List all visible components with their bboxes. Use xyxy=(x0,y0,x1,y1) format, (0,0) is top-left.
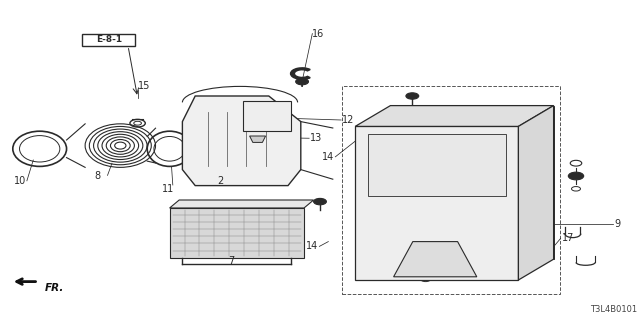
Text: 11: 11 xyxy=(162,184,175,194)
Text: 15: 15 xyxy=(138,81,150,92)
Polygon shape xyxy=(355,106,554,126)
Text: 8: 8 xyxy=(94,171,100,181)
Text: 2: 2 xyxy=(218,176,224,186)
Polygon shape xyxy=(394,242,477,277)
Polygon shape xyxy=(355,126,518,280)
Polygon shape xyxy=(518,106,554,280)
Text: 5: 5 xyxy=(360,256,366,266)
Text: 3: 3 xyxy=(498,195,504,205)
Circle shape xyxy=(383,225,398,233)
Polygon shape xyxy=(390,106,554,259)
Text: 7: 7 xyxy=(228,256,235,266)
Text: E-8-1: E-8-1 xyxy=(96,36,122,44)
Text: FR.: FR. xyxy=(45,283,64,293)
Text: 5: 5 xyxy=(493,204,499,214)
Text: 1: 1 xyxy=(547,144,553,154)
Text: 14: 14 xyxy=(306,241,318,252)
Text: 17: 17 xyxy=(562,233,574,244)
Polygon shape xyxy=(250,136,266,142)
Text: T3L4B0101: T3L4B0101 xyxy=(589,305,637,314)
Text: 4: 4 xyxy=(468,216,475,226)
Wedge shape xyxy=(291,68,310,79)
Text: 16: 16 xyxy=(312,28,324,39)
Text: 10: 10 xyxy=(14,176,26,186)
Circle shape xyxy=(466,225,481,233)
Circle shape xyxy=(420,271,431,276)
Text: 14: 14 xyxy=(322,152,334,162)
Circle shape xyxy=(406,93,419,99)
Circle shape xyxy=(568,172,584,180)
Text: 9: 9 xyxy=(614,219,621,229)
Text: 12: 12 xyxy=(342,115,355,125)
Text: 6: 6 xyxy=(509,184,515,194)
Circle shape xyxy=(296,78,308,85)
Polygon shape xyxy=(170,208,304,258)
Bar xyxy=(342,86,560,294)
Bar xyxy=(368,134,506,196)
Circle shape xyxy=(314,198,326,205)
FancyBboxPatch shape xyxy=(82,34,135,46)
Text: 3: 3 xyxy=(365,246,371,256)
Polygon shape xyxy=(170,200,314,208)
Polygon shape xyxy=(182,96,301,186)
Text: 13: 13 xyxy=(310,133,323,143)
Bar xyxy=(243,101,291,131)
